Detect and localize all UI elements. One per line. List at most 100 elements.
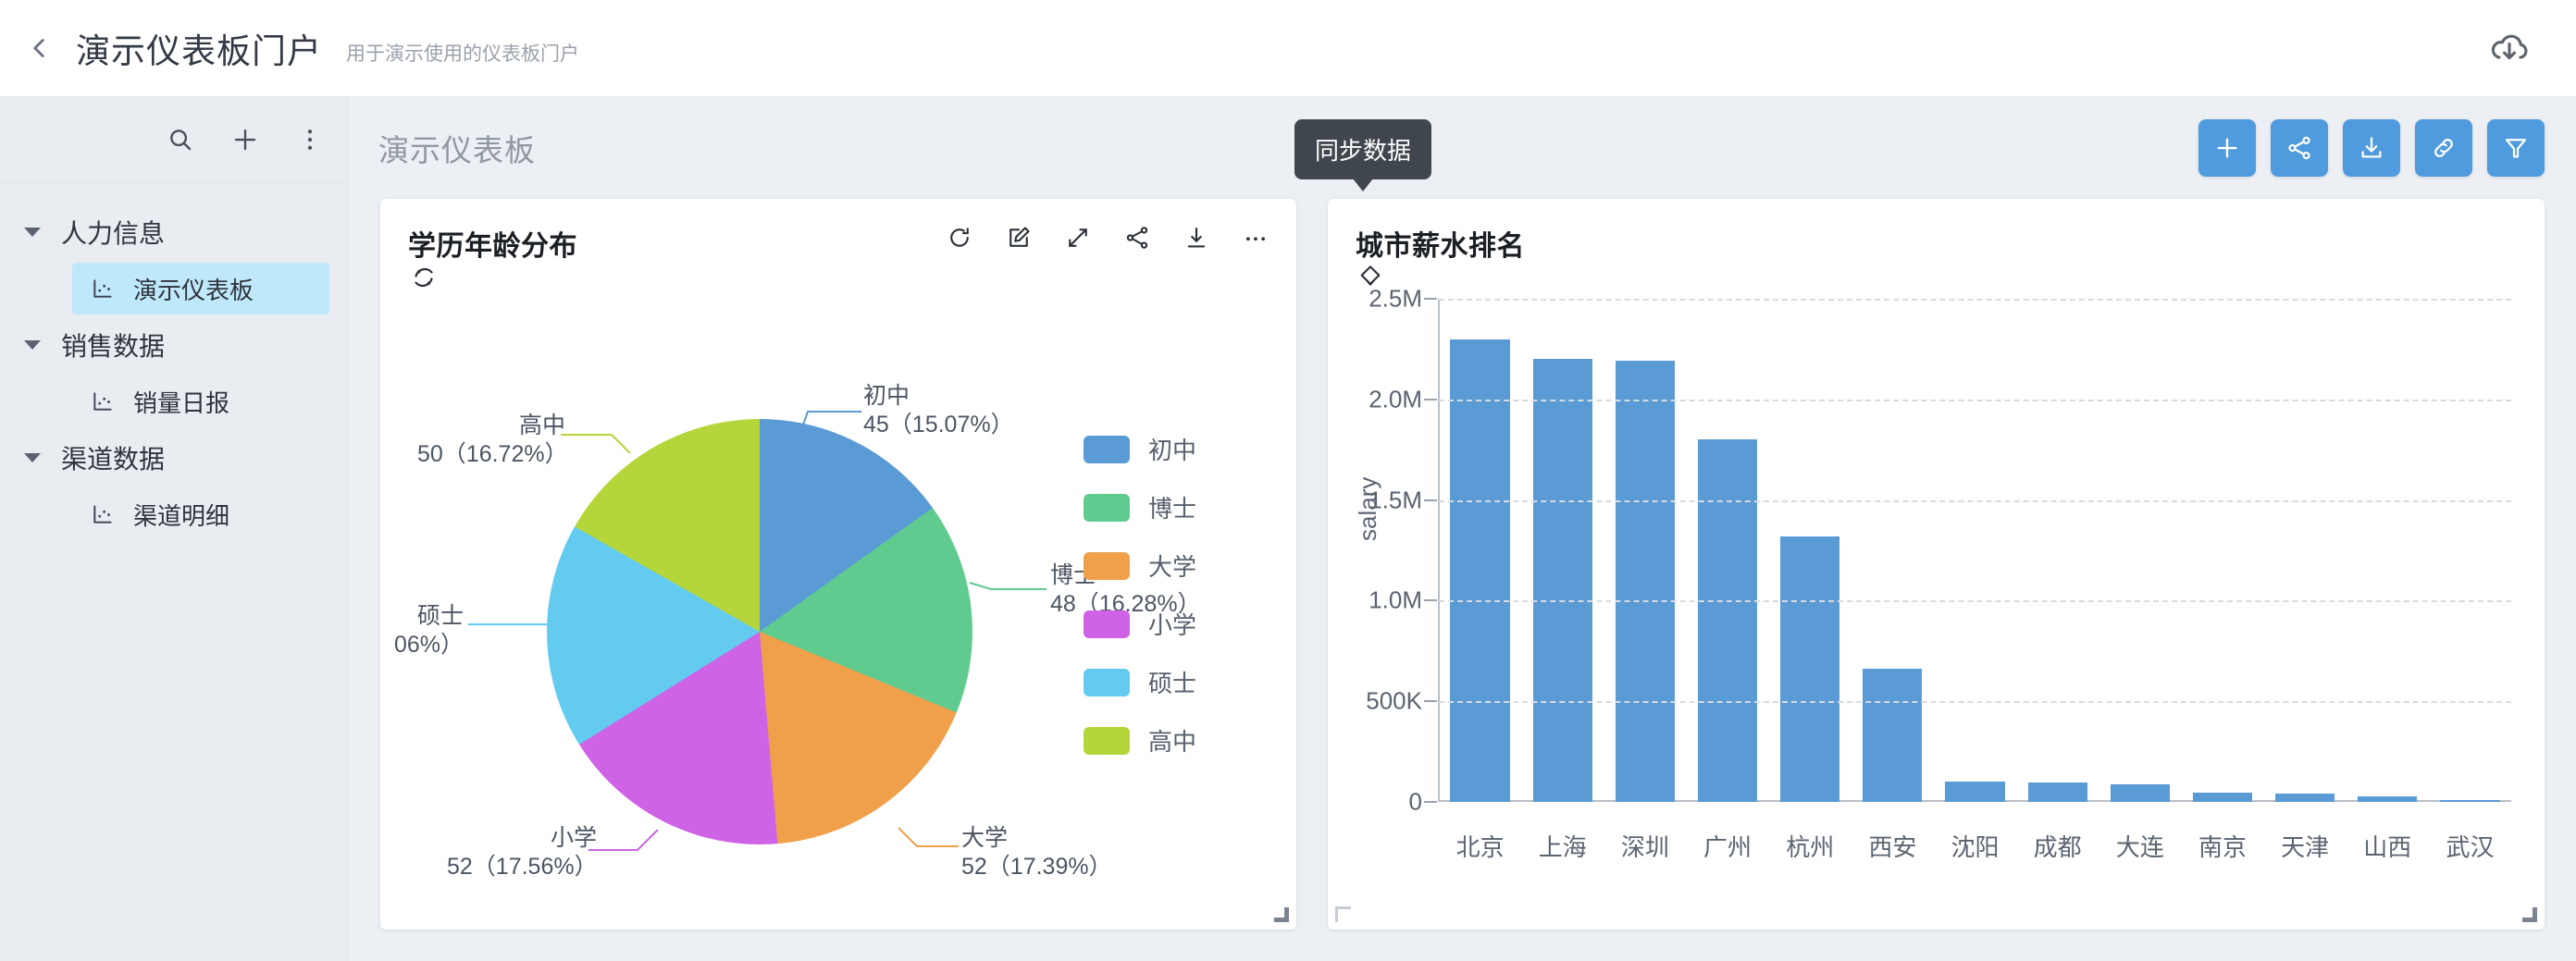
dashboard-header: 演示仪表板 同步数据 <box>349 97 2576 199</box>
card-header: 城市薪水排名 <box>1328 199 2545 264</box>
legend-swatch <box>1083 493 1130 522</box>
gridline <box>1439 701 2511 704</box>
back-icon[interactable] <box>20 30 57 67</box>
x-tick-label: 杭州 <box>1786 833 1835 861</box>
legend-swatch <box>1083 435 1130 463</box>
sidebar-item-demo-dashboard[interactable]: 演示仪表板 <box>72 263 329 314</box>
share-icon[interactable] <box>1121 221 1154 254</box>
more-icon[interactable] <box>1239 221 1272 254</box>
bar-chart: salary 0 500K 1.0M 1.5M 2.0M 2.5M 北京 上海 深圳 广州 杭州西… <box>1328 264 2545 902</box>
x-tick-label: 大连 <box>2115 833 2164 861</box>
sidebar-group-2[interactable]: 渠道数据 <box>0 427 348 488</box>
download-icon[interactable] <box>1180 221 1213 254</box>
edit-icon[interactable] <box>1002 221 1035 254</box>
card-resize-handle[interactable] <box>2520 906 2537 922</box>
y-tick-label: 0 <box>1408 787 1422 816</box>
bar-slot <box>1686 299 1768 802</box>
bar-slot <box>2181 299 2263 802</box>
x-tick-label: 成都 <box>2033 833 2082 861</box>
x-tick-label: 山西 <box>2363 833 2412 861</box>
bar[interactable] <box>1450 339 1510 802</box>
add-icon[interactable] <box>229 124 261 155</box>
bar[interactable] <box>2275 794 2335 802</box>
dashboard-actions <box>2198 119 2545 177</box>
legend-swatch <box>1083 551 1130 580</box>
add-button[interactable] <box>2198 119 2256 177</box>
legend-item-boshi[interactable]: 博士 <box>1083 490 1196 524</box>
bar[interactable] <box>1945 782 2005 802</box>
bar-slot <box>2264 299 2347 802</box>
legend-label: 硕士 <box>1147 670 1196 697</box>
bar-slot <box>1604 299 1686 802</box>
legend-item-xiaoxue[interactable]: 小学 <box>1083 607 1196 641</box>
pie-legend: 初中 博士 大学 小学 硕士 高中 <box>1083 432 1196 758</box>
pie-label-chuzhong: 初中 45（15.07%） <box>863 383 1014 437</box>
y-tick-label: 2.0M <box>1368 385 1422 413</box>
x-tick-label: 广州 <box>1703 833 1752 861</box>
bar-slot <box>2016 299 2099 802</box>
cloud-download-icon[interactable] <box>2483 22 2535 74</box>
x-tick-label: 西安 <box>1868 833 1917 861</box>
code-diamond-icon <box>1356 262 1387 293</box>
y-tick-label: 2.5M <box>1368 284 1422 313</box>
card-resize-handle[interactable] <box>1272 906 1289 922</box>
y-tick-mark <box>1424 801 1437 803</box>
x-tick-label: 天津 <box>2281 833 2330 861</box>
chart-icon <box>89 388 117 415</box>
bar[interactable] <box>2192 793 2253 802</box>
card-toolbar <box>943 221 1272 254</box>
legend-label: 高中 <box>1147 728 1196 756</box>
bar[interactable] <box>2440 799 2500 802</box>
filter-button[interactable] <box>2487 119 2545 177</box>
sidebar-item-sales-daily[interactable]: 销量日报 <box>72 376 329 427</box>
share-button[interactable] <box>2271 119 2328 177</box>
legend-label: 大学 <box>1147 553 1196 581</box>
legend-item-chuzhong[interactable]: 初中 <box>1083 432 1196 466</box>
legend-item-daxue[interactable]: 大学 <box>1083 548 1196 583</box>
legend-label: 博士 <box>1147 495 1196 523</box>
main-content: 演示仪表板 同步数据 <box>349 97 2576 961</box>
sync-data-tooltip: 同步数据 <box>1294 119 1432 191</box>
sidebar-item-channel-detail[interactable]: 渠道明细 <box>72 488 329 540</box>
download-button[interactable] <box>2343 119 2400 177</box>
legend-item-shuoshi[interactable]: 硕士 <box>1083 665 1196 699</box>
y-tick-mark <box>1424 499 1437 501</box>
x-tick-label: 南京 <box>2198 833 2247 861</box>
gridline <box>1439 399 2511 401</box>
bar-slot <box>2429 299 2511 802</box>
sidebar-group-0[interactable]: 人力信息 <box>0 202 348 263</box>
pie-label-xiaoxue: 小学 52（17.56%） <box>447 825 598 880</box>
legend-swatch <box>1083 610 1130 638</box>
page-title: 演示仪表板 <box>378 133 536 167</box>
bar-slot <box>2347 299 2429 802</box>
pie-slices[interactable] <box>547 419 972 844</box>
bar-slot <box>1852 299 1934 802</box>
chevron-down-icon <box>24 340 41 350</box>
card-grid: 学历年龄分布 <box>349 199 2576 930</box>
sidebar-group-1[interactable]: 销售数据 <box>0 314 348 376</box>
search-icon[interactable] <box>165 124 196 155</box>
sidebar-group-label: 销售数据 <box>61 332 166 361</box>
bar[interactable] <box>1697 439 1758 802</box>
bar[interactable] <box>2027 782 2087 802</box>
card-title: 学历年龄分布 <box>408 231 577 262</box>
link-button[interactable] <box>2415 119 2472 177</box>
bar-plot-area: 0 500K 1.0M 1.5M 2.0M 2.5M <box>1366 285 2511 816</box>
gridline <box>1439 600 2511 603</box>
legend-item-gaozhong[interactable]: 高中 <box>1083 723 1196 758</box>
more-icon[interactable] <box>294 124 326 155</box>
x-tick-label: 北京 <box>1455 833 1505 861</box>
y-tick-label: 1.0M <box>1368 585 1422 614</box>
legend-swatch <box>1083 726 1130 755</box>
sidebar: 人力信息 演示仪表板 销售数据 销量日报 渠 <box>0 97 349 961</box>
x-tick-label: 武汉 <box>2446 833 2495 861</box>
bar[interactable] <box>1780 536 1840 802</box>
bar[interactable] <box>2110 783 2170 802</box>
refresh-icon[interactable] <box>943 221 976 254</box>
bar[interactable] <box>1863 669 1923 802</box>
bar[interactable] <box>2358 795 2418 802</box>
bar-series <box>1439 299 2511 802</box>
bar[interactable] <box>1532 359 1592 802</box>
bar[interactable] <box>1615 361 1675 802</box>
expand-icon[interactable] <box>1061 221 1095 254</box>
